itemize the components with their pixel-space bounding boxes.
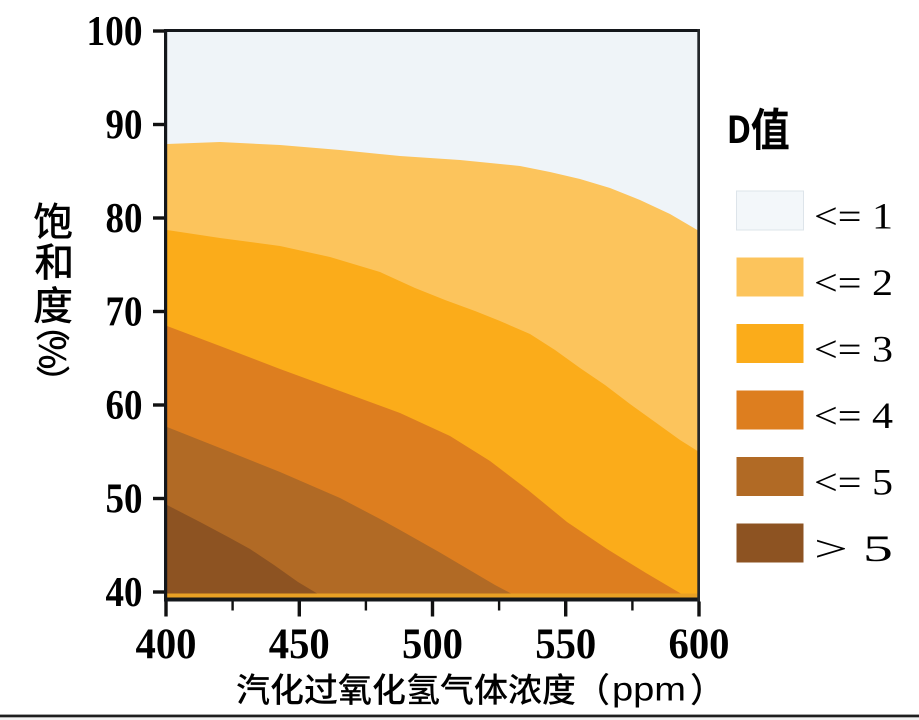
svg-text:80: 80 (106, 196, 143, 242)
svg-text:<= 1: <= 1 (814, 197, 893, 238)
svg-text:50: 50 (106, 477, 143, 523)
svg-text:100: 100 (87, 9, 143, 55)
svg-text:<= 4: <= 4 (814, 396, 893, 437)
svg-text:450: 450 (269, 621, 330, 668)
svg-text:600: 600 (669, 621, 730, 668)
svg-text:<= 5: <= 5 (814, 463, 893, 504)
svg-text:60: 60 (106, 383, 143, 429)
svg-text:<= 2: <= 2 (814, 263, 893, 304)
svg-text:<= 3: <= 3 (814, 330, 893, 371)
svg-text:70: 70 (106, 290, 143, 336)
svg-text:550: 550 (535, 621, 596, 668)
svg-text:400: 400 (136, 621, 197, 668)
svg-text:> 5: > 5 (814, 529, 893, 570)
svg-text:500: 500 (402, 621, 463, 668)
svg-text:90: 90 (106, 103, 143, 149)
svg-text:ppm: ppm (612, 671, 686, 708)
svg-text:40: 40 (106, 570, 143, 616)
